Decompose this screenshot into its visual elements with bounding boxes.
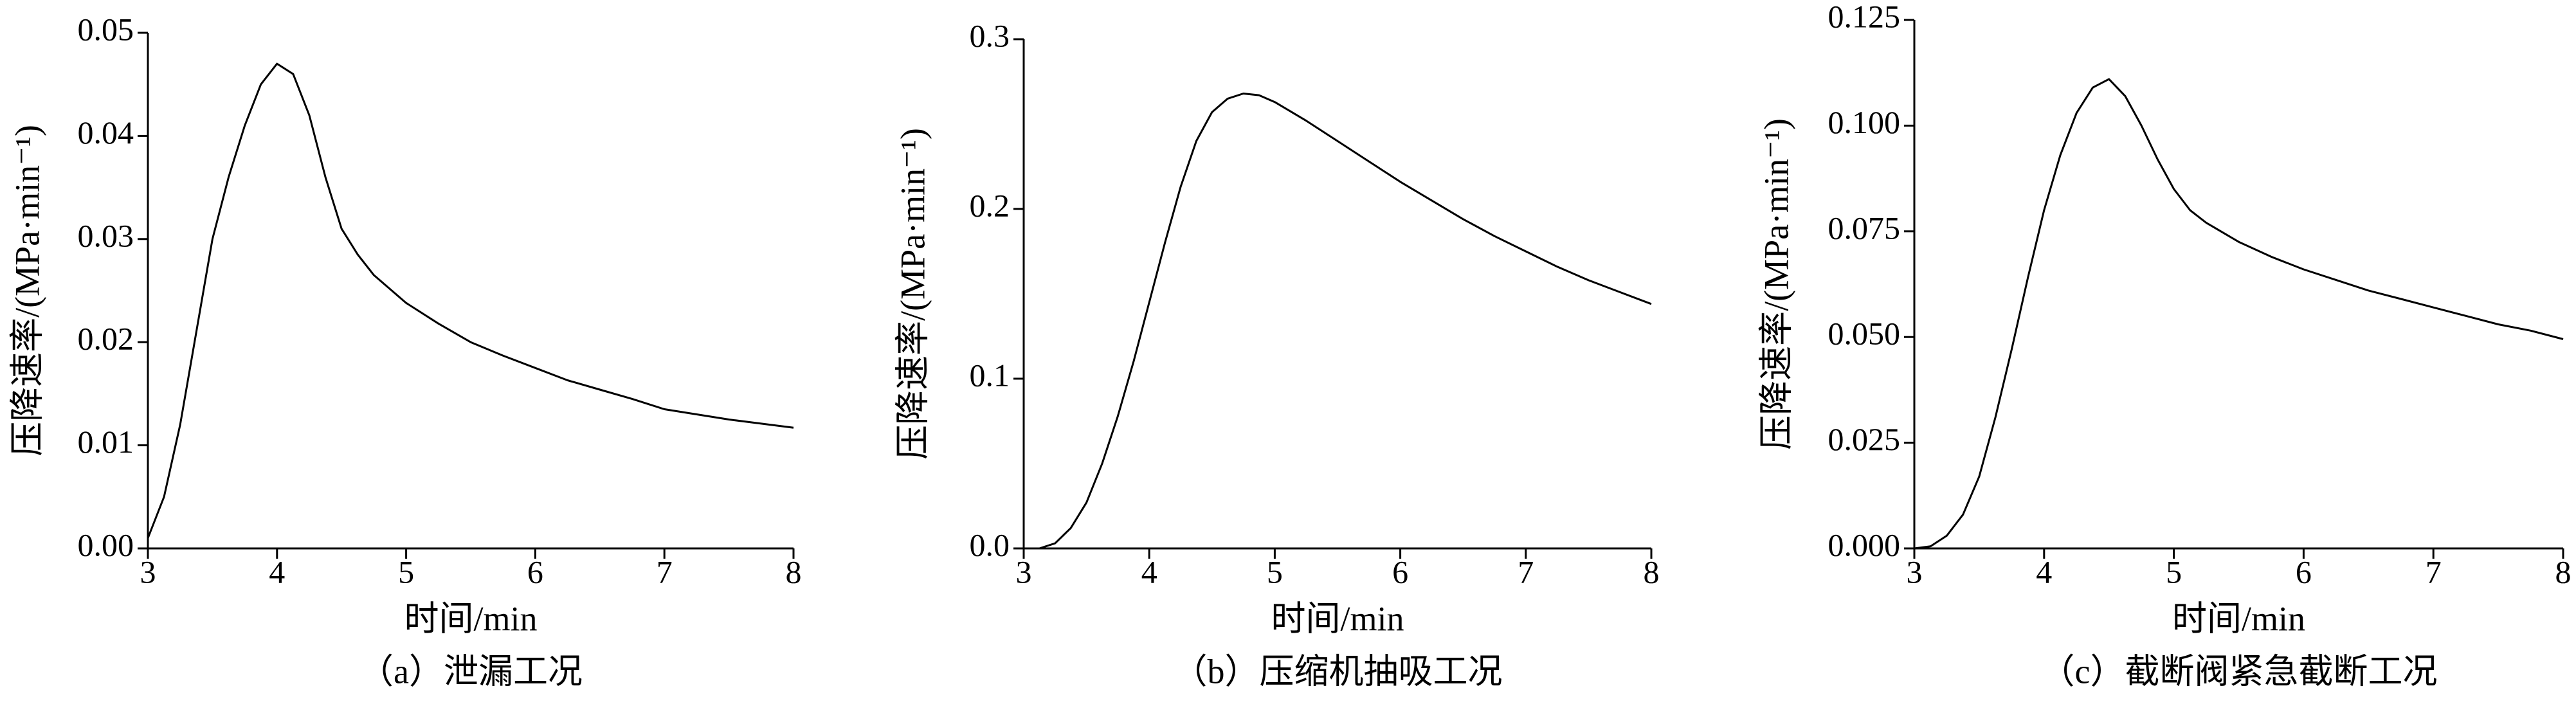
caption: （a）泄漏工况 bbox=[359, 652, 583, 690]
panel: 0.000 0.025 0.050 0.075 0.100 0.125 3 4 5 6 7 8 时间/m… bbox=[1757, 0, 2571, 690]
x-tick-label: 4 bbox=[2036, 554, 2052, 590]
x-tick-label: 7 bbox=[657, 554, 673, 590]
y-tick-label: 0.3 bbox=[970, 17, 1010, 53]
y-tick-label: 0.0 bbox=[970, 527, 1010, 563]
caption: （c）截断阀紧急截断工况 bbox=[2040, 652, 2438, 690]
y-tick-label: 0.00 bbox=[78, 527, 134, 563]
y-tick-label: 0.01 bbox=[78, 424, 134, 460]
y-axis-label: 压降速率/(MPa·min⁻¹) bbox=[8, 125, 46, 456]
y-tick-label: 0.2 bbox=[970, 187, 1010, 223]
x-tick-label: 3 bbox=[1016, 554, 1032, 590]
panel: 0.0 0.1 0.2 0.3 3 4 5 6 7 8 时间/min （b）压缩机抽吸工况 压降速率/(… bbox=[893, 17, 1659, 690]
x-axis-label: 时间/min bbox=[1271, 599, 1404, 638]
x-tick-label: 5 bbox=[1267, 554, 1283, 590]
y-tick-label: 0.03 bbox=[78, 217, 134, 253]
data-line bbox=[1024, 93, 1652, 550]
x-tick-label: 3 bbox=[1907, 554, 1923, 590]
x-axis-label: 时间/min bbox=[404, 599, 537, 638]
x-tick-label: 4 bbox=[269, 554, 285, 590]
x-axis-label: 时间/min bbox=[2172, 599, 2305, 638]
x-tick-label: 5 bbox=[398, 554, 414, 590]
x-tick-label: 8 bbox=[2555, 554, 2571, 590]
y-tick-label: 0.04 bbox=[78, 114, 134, 150]
y-tick-label: 0.050 bbox=[1828, 316, 1901, 352]
y-tick-label: 0.1 bbox=[970, 357, 1010, 393]
y-tick-label: 0.075 bbox=[1828, 210, 1901, 246]
y-tick-label: 0.025 bbox=[1828, 421, 1901, 457]
x-tick-label: 5 bbox=[2166, 554, 2182, 590]
caption: （b）压缩机抽吸工况 bbox=[1173, 652, 1503, 690]
y-axis-label: 压降速率/(MPa·min⁻¹) bbox=[893, 128, 932, 460]
x-tick-label: 4 bbox=[1141, 554, 1157, 590]
panel: 0.00 0.01 0.02 0.03 0.04 0.05 3 4 5 6 7 8 时间/min （a）泄… bbox=[8, 11, 801, 690]
data-line bbox=[1914, 78, 2564, 550]
y-axis-label: 压降速率/(MPa·min⁻¹) bbox=[1757, 118, 1795, 450]
y-tick-label: 0.02 bbox=[78, 321, 134, 357]
x-tick-label: 7 bbox=[2426, 554, 2442, 590]
x-tick-label: 8 bbox=[786, 554, 802, 590]
y-tick-label: 0.125 bbox=[1828, 0, 1901, 34]
y-tick-label: 0.100 bbox=[1828, 104, 1901, 140]
x-tick-label: 8 bbox=[1644, 554, 1660, 590]
x-tick-label: 6 bbox=[1392, 554, 1408, 590]
data-line bbox=[147, 62, 794, 539]
y-tick-label: 0.000 bbox=[1828, 527, 1901, 563]
x-tick-label: 7 bbox=[1518, 554, 1534, 590]
y-tick-label: 0.05 bbox=[78, 11, 134, 47]
x-tick-label: 6 bbox=[527, 554, 543, 590]
x-tick-label: 6 bbox=[2296, 554, 2312, 590]
x-tick-label: 3 bbox=[140, 554, 156, 590]
